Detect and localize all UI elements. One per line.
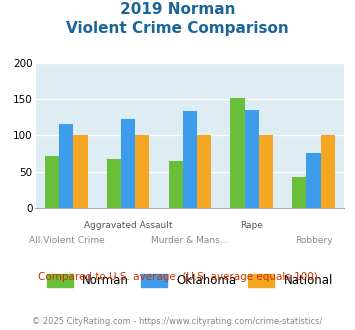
- Bar: [306, 153, 321, 208]
- Bar: [45, 156, 59, 208]
- Bar: [121, 119, 135, 208]
- Bar: [169, 161, 183, 208]
- Text: 2019 Norman: 2019 Norman: [120, 2, 235, 16]
- Bar: [135, 135, 149, 208]
- Bar: [292, 178, 306, 208]
- Text: Aggravated Assault: Aggravated Assault: [84, 221, 173, 230]
- Bar: [183, 111, 197, 208]
- Text: All Violent Crime: All Violent Crime: [28, 236, 104, 245]
- Text: Murder & Mans...: Murder & Mans...: [151, 236, 229, 245]
- Text: Robbery: Robbery: [295, 236, 332, 245]
- Bar: [73, 135, 88, 208]
- Text: Compared to U.S. average. (U.S. average equals 100): Compared to U.S. average. (U.S. average …: [38, 272, 317, 282]
- Bar: [259, 135, 273, 208]
- Text: Rape: Rape: [240, 221, 263, 230]
- Text: Violent Crime Comparison: Violent Crime Comparison: [66, 21, 289, 36]
- Text: © 2025 CityRating.com - https://www.cityrating.com/crime-statistics/: © 2025 CityRating.com - https://www.city…: [32, 317, 323, 326]
- Legend: Norman, Oklahoma, National: Norman, Oklahoma, National: [42, 269, 338, 292]
- Bar: [197, 135, 211, 208]
- Bar: [59, 124, 73, 208]
- Bar: [230, 98, 245, 208]
- Bar: [321, 135, 335, 208]
- Bar: [107, 158, 121, 208]
- Bar: [245, 110, 259, 208]
